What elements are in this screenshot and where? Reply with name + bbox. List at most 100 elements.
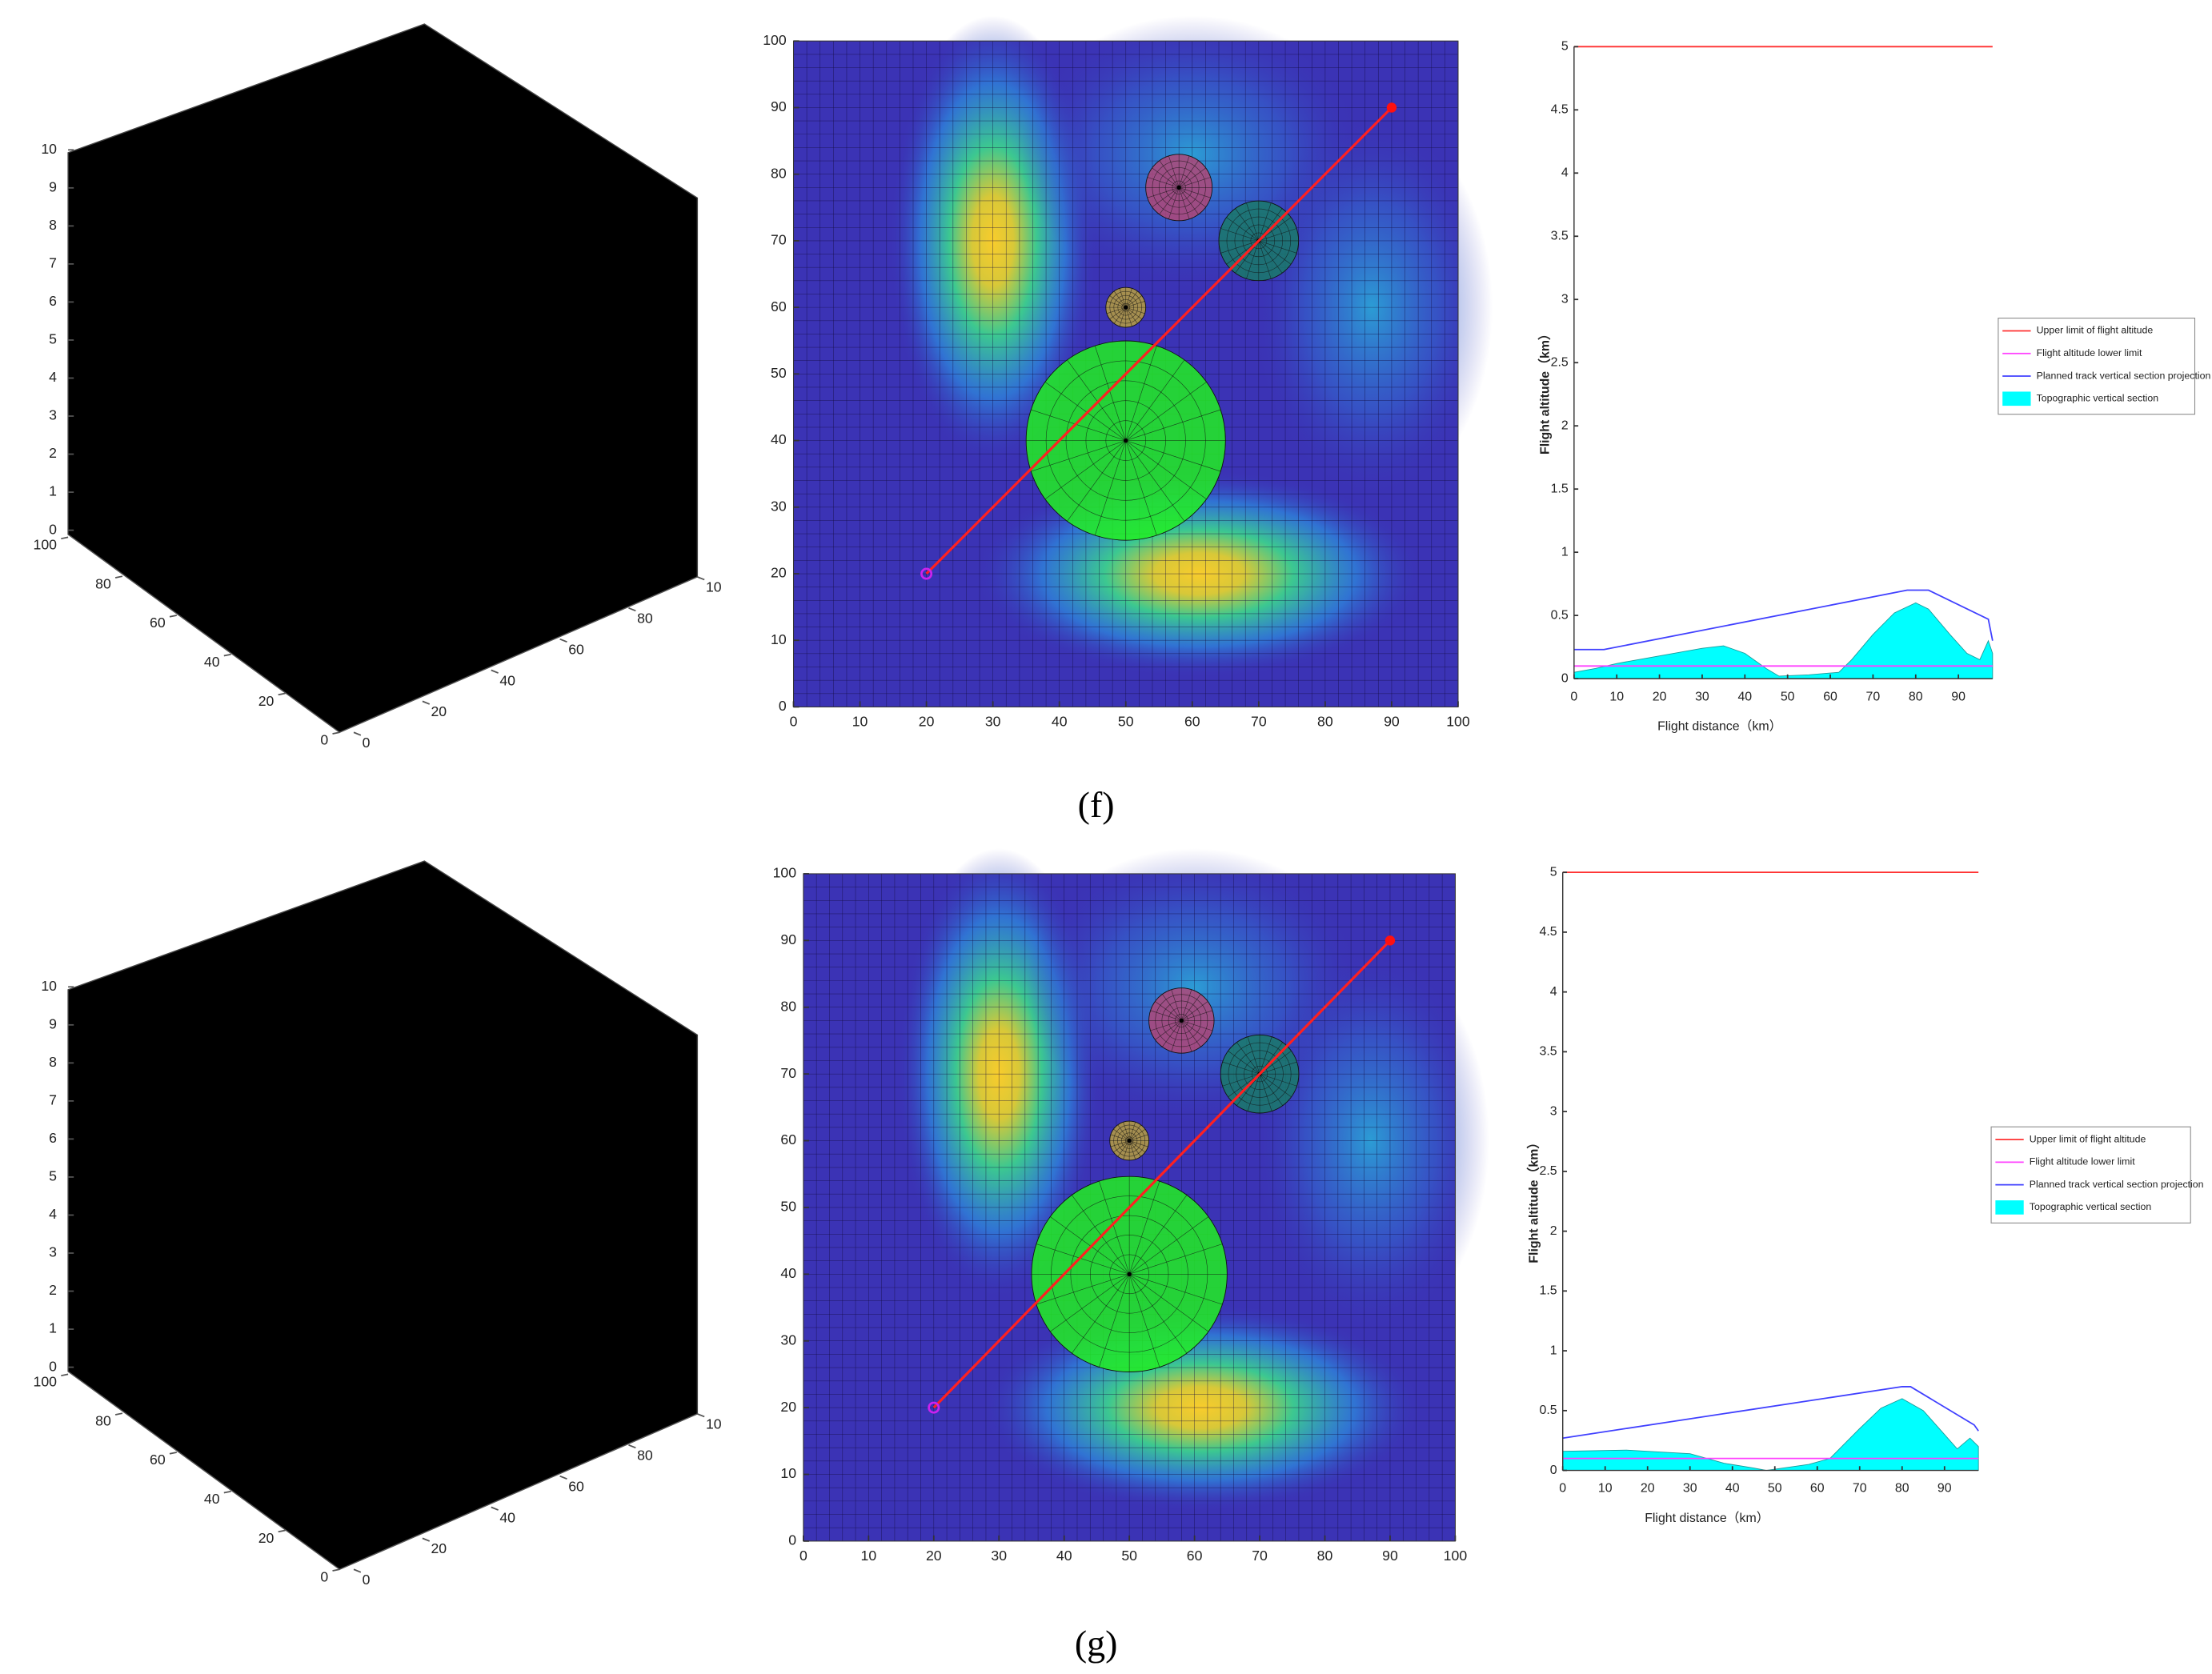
- x-tick-label: 10: [1598, 1482, 1613, 1496]
- threat-ring: [1121, 1132, 1138, 1149]
- z-tick-label: 4: [49, 369, 57, 385]
- y-axis-label: Flight altitude（km）: [1538, 327, 1553, 455]
- y-tick-label: 3.5: [1540, 1045, 1557, 1059]
- x-tick-label: 90: [1384, 714, 1400, 730]
- y-tick-label: 80: [771, 165, 787, 181]
- threat-ring: [1045, 360, 1206, 521]
- threat-spoke: [1259, 1061, 1297, 1075]
- legend-swatch: [2002, 391, 2031, 406]
- threat-spoke: [1150, 1010, 1182, 1021]
- x-tick-label: 40: [1725, 1482, 1740, 1496]
- z-tick-label: 7: [49, 1092, 57, 1108]
- y-tick: [491, 1506, 499, 1511]
- x-tick-label: 0: [790, 714, 798, 730]
- threat-ring: [1251, 1066, 1268, 1083]
- threat-spoke: [1072, 1274, 1130, 1354]
- threat-spoke: [1171, 1020, 1182, 1052]
- y-tick-label: 4: [1561, 166, 1569, 179]
- threat-spoke: [1125, 306, 1143, 320]
- y-tick-label: 1: [1561, 545, 1569, 559]
- x-tick-label: 50: [1768, 1482, 1782, 1496]
- threat-spoke: [1178, 155, 1190, 188]
- threat-spoke: [1072, 1195, 1130, 1275]
- x-tick-label: 40: [1052, 714, 1068, 730]
- y-tick-label: 10: [706, 579, 722, 595]
- threat-spoke: [1168, 187, 1180, 219]
- y-tick-label: 60: [780, 1131, 796, 1147]
- x-tick-label: 70: [1866, 690, 1881, 703]
- threat-spoke: [1181, 1020, 1201, 1047]
- legend-label: Planned track vertical section projectio…: [2037, 370, 2211, 381]
- x-tick-label: 40: [1056, 1548, 1072, 1564]
- threat-spoke: [1109, 295, 1126, 308]
- y-tick-label: 4.5: [1540, 925, 1557, 939]
- threat-spoke: [1181, 1010, 1213, 1021]
- y-tick-label: 10: [771, 631, 787, 647]
- y-tick-label: 20: [771, 565, 787, 581]
- legend-label: Upper limit of flight altitude: [2037, 325, 2154, 336]
- threat-spoke: [1113, 306, 1126, 324]
- z-tick-label: 5: [49, 331, 57, 347]
- threat-spoke: [1125, 301, 1145, 308]
- threat-spoke: [1067, 440, 1126, 522]
- y-tick-label: 80: [637, 1448, 653, 1464]
- threat-spoke: [1258, 202, 1272, 241]
- threat-center: [1124, 438, 1128, 443]
- threat-ring: [1105, 420, 1146, 461]
- y-tick-label: 30: [780, 1332, 796, 1348]
- x-tick: [332, 731, 340, 735]
- threat-ring: [1172, 180, 1186, 194]
- z-tick-label: 0: [49, 521, 57, 537]
- y-tick-label: 60: [568, 1478, 584, 1494]
- threat-spoke: [1067, 359, 1126, 441]
- z-tick-label: 8: [49, 217, 57, 233]
- threat-spoke: [1181, 1020, 1213, 1031]
- threat-ring: [1155, 994, 1208, 1047]
- z-tick-label: 3: [49, 1244, 57, 1260]
- threat-spoke: [1259, 1073, 1284, 1106]
- z-tick-label: 1: [49, 1320, 57, 1336]
- threat-spoke: [1159, 160, 1180, 188]
- y-tick: [422, 700, 431, 705]
- x-tick-label: 0: [1559, 1482, 1566, 1496]
- start-marker: [928, 1401, 940, 1414]
- threat-ring: [1089, 1235, 1169, 1314]
- threat-ring: [1236, 1050, 1284, 1098]
- threat-spoke: [1125, 345, 1157, 441]
- threat-spoke: [1259, 1073, 1292, 1098]
- threat-spoke: [1044, 440, 1126, 500]
- threat-spoke: [1129, 1140, 1148, 1147]
- y-tick-label: 0: [779, 698, 787, 714]
- threat-ring: [1117, 1128, 1142, 1153]
- threat-spoke: [1106, 301, 1126, 308]
- y-tick-label: 3.5: [1551, 229, 1569, 242]
- x-tick-label: 60: [1187, 1548, 1203, 1564]
- threat-spoke: [1226, 217, 1260, 242]
- x-tick-label: 90: [1951, 690, 1966, 703]
- z-tick-label: 3: [49, 407, 57, 423]
- x-tick-label: 10: [861, 1548, 877, 1564]
- threat-spoke: [1162, 994, 1182, 1021]
- x-tick: [223, 1490, 231, 1494]
- threat-spoke: [1125, 307, 1132, 326]
- threat-spoke: [1128, 1140, 1136, 1159]
- threat-spoke: [1129, 1134, 1148, 1141]
- y-tick: [559, 1475, 567, 1480]
- x-tick-label: 20: [926, 1548, 942, 1564]
- legend-swatch: [1995, 1200, 2024, 1215]
- threat-ring: [1158, 167, 1200, 208]
- y-tick-label: 2: [1550, 1224, 1557, 1238]
- threat-ring: [1228, 1042, 1292, 1106]
- series-line: [1573, 589, 1994, 651]
- threat-spoke: [1113, 1128, 1130, 1141]
- x-tick-label: 30: [985, 714, 1001, 730]
- threat-spoke: [1123, 1122, 1130, 1141]
- threat-spoke: [1181, 1020, 1192, 1052]
- y-tick-label: 50: [771, 365, 787, 381]
- y-tick-label: 1.5: [1551, 482, 1569, 495]
- x-tick-label: 70: [1853, 1482, 1867, 1496]
- x-tick-label: 20: [258, 693, 274, 709]
- threat-spoke: [1129, 1243, 1223, 1275]
